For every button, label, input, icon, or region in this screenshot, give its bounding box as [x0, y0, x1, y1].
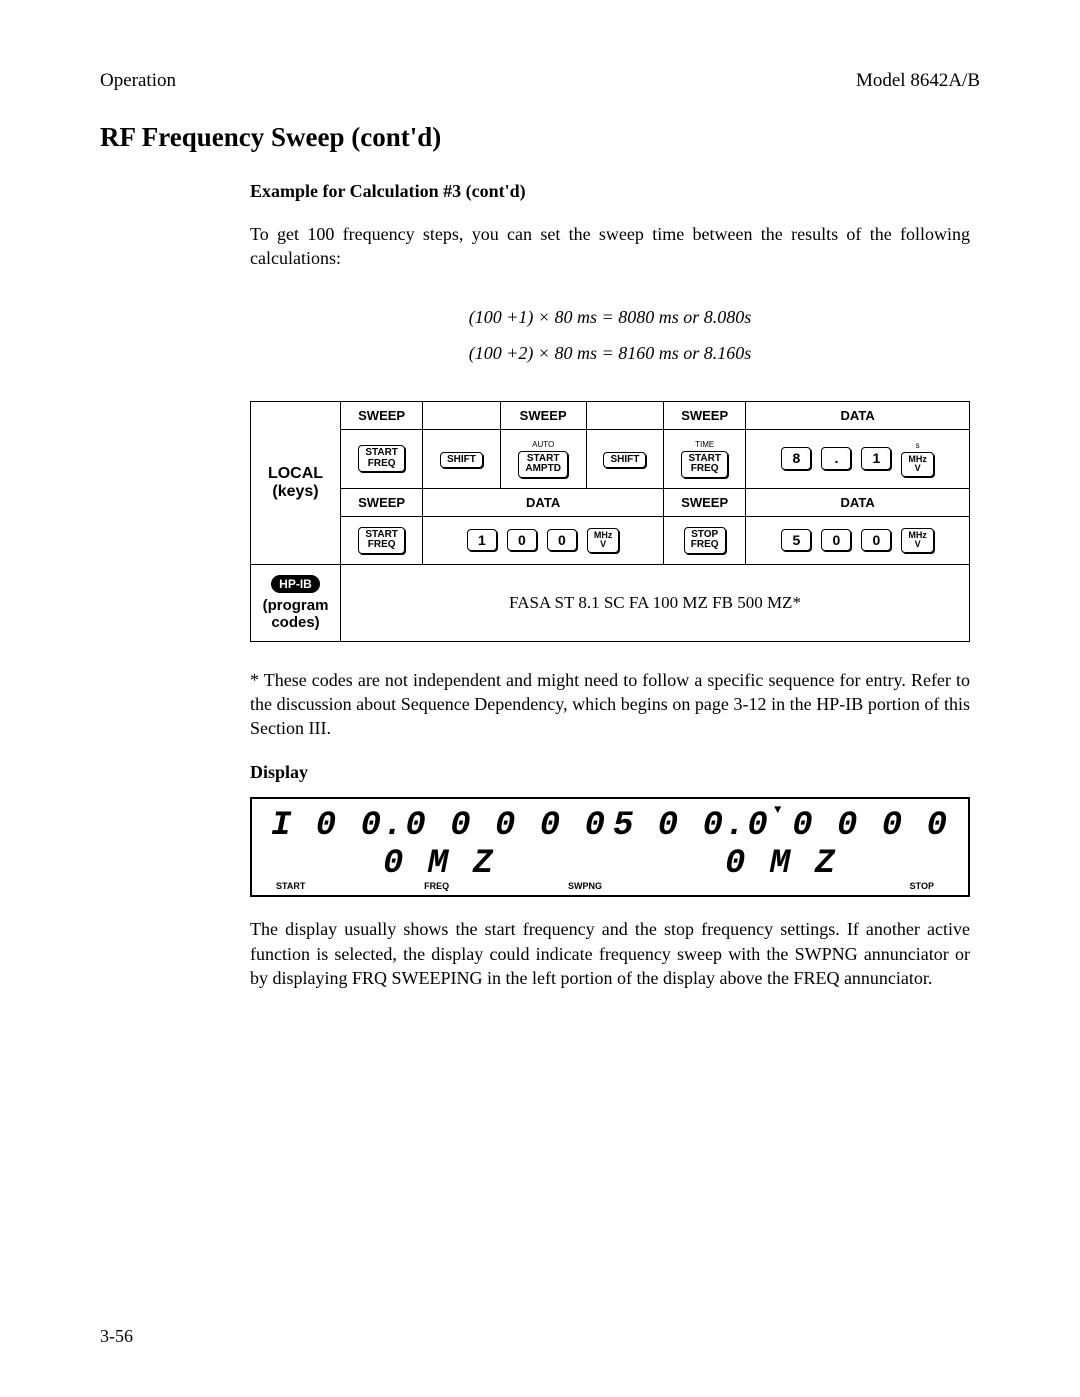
program-codes-label: (program codes) [255, 597, 336, 631]
equation-2: (100 +2) × 80 ms = 8160 ms or 8.160s [250, 335, 970, 371]
header-right: Model 8642A/B [856, 70, 980, 92]
mhz-v-key-2: MHz V [587, 528, 620, 553]
display-heading: Display [250, 762, 970, 783]
mhz-v-key-3: MHz V [901, 528, 934, 553]
auto-label: AUTO [505, 440, 582, 449]
digit-1-key-b: 1 [467, 529, 497, 552]
stop-freq-key: STOP FREQ [684, 527, 726, 554]
page-title: RF Frequency Sweep (cont'd) [100, 122, 980, 153]
example-heading: Example for Calculation #3 (cont'd) [250, 181, 970, 202]
start-amptd-key: START AMPTD [518, 451, 568, 478]
digit-0-key-c1: 0 [821, 529, 851, 552]
lcd-display: I 0 0.0 0 0 0 0 0 M Z START FREQ SWPNG ▼… [250, 797, 970, 897]
header-left: Operation [100, 70, 176, 92]
col-head-sweep-2: SWEEP [500, 401, 586, 429]
time-label: TIME [668, 440, 741, 449]
annun-swpng: SWPNG [568, 881, 602, 891]
lcd-left-digits: I 0 0.0 0 0 0 0 0 M Z [268, 807, 610, 883]
key-sequence-table: LOCAL (keys) SWEEP SWEEP SWEEP DATA STAR… [250, 401, 970, 642]
dot-key: . [821, 447, 851, 470]
annun-start: START [276, 881, 305, 891]
col-head-sweep-3: SWEEP [664, 401, 746, 429]
digit-5-key: 5 [781, 529, 811, 552]
digit-1-key: 1 [861, 447, 891, 470]
start-freq-key-1: START FREQ [358, 445, 405, 472]
page-number: 3-56 [100, 1326, 133, 1347]
col-head-blank-1 [423, 401, 500, 429]
lcd-marker-icon: ▼ [774, 803, 781, 817]
equation-1: (100 +1) × 80 ms = 8080 ms or 8.080s [250, 299, 970, 335]
col-head-data-3: DATA [746, 488, 970, 516]
s-label: s [898, 441, 937, 450]
col-head-sweep-1: SWEEP [341, 401, 423, 429]
intro-paragraph: To get 100 frequency steps, you can set … [250, 222, 970, 271]
lcd-right-digits: 5 0 0.0 0 0 0 0 0 M Z [610, 807, 952, 883]
col-head-blank-2 [586, 401, 663, 429]
col-head-data-1: DATA [746, 401, 970, 429]
annun-freq: FREQ [424, 881, 449, 891]
col-head-data-2: DATA [423, 488, 664, 516]
digit-0-key-b1: 0 [507, 529, 537, 552]
data-entry-8-1: 8 . 1 s MHz V [778, 441, 937, 477]
footnote: * These codes are not independent and mi… [250, 668, 970, 741]
local-keys-label: LOCAL (keys) [251, 401, 341, 564]
mhz-v-key-1: MHz V [901, 452, 934, 477]
digit-0-key-c2: 0 [861, 529, 891, 552]
start-freq-key-2: START FREQ [681, 451, 728, 478]
shift-key-2: SHIFT [603, 452, 646, 469]
data-entry-500: 5 0 0 MHz V [778, 528, 937, 553]
digit-8-key: 8 [781, 447, 811, 470]
data-entry-100: 1 0 0 MHz V [464, 528, 623, 553]
col-head-sweep-5: SWEEP [664, 488, 746, 516]
bottom-paragraph: The display usually shows the start freq… [250, 917, 970, 990]
hpib-pill: HP-IB [271, 575, 320, 593]
digit-0-key-b2: 0 [547, 529, 577, 552]
start-freq-key-3: START FREQ [358, 527, 405, 554]
shift-key-1: SHIFT [440, 452, 483, 469]
hpib-codes: FASA ST 8.1 SC FA 100 MZ FB 500 MZ* [341, 564, 970, 641]
col-head-sweep-4: SWEEP [341, 488, 423, 516]
